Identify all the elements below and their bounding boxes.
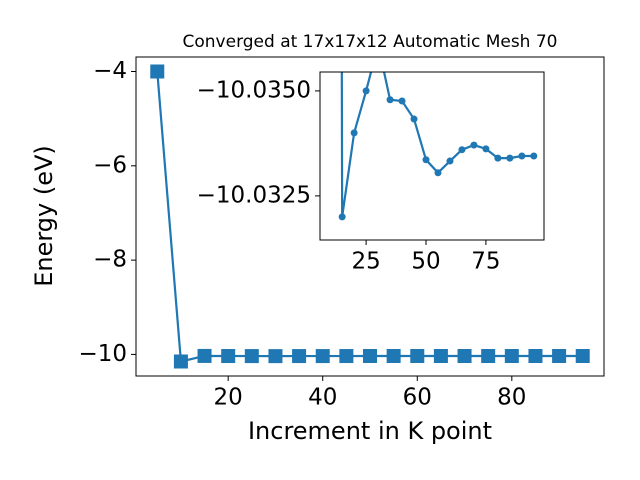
x-tick-label: 40: [308, 385, 337, 411]
marker: [362, 87, 370, 95]
marker: [575, 349, 590, 364]
chart-title: Converged at 17x17x12 Automatic Mesh 70: [183, 32, 558, 52]
marker: [410, 115, 418, 123]
y-tick-label: −6: [93, 152, 127, 178]
marker: [244, 349, 259, 364]
y-tick-label: −10.0350: [197, 77, 311, 103]
marker: [197, 348, 212, 363]
x-tick-label: 75: [471, 249, 500, 275]
marker: [504, 349, 519, 364]
marker: [363, 348, 377, 363]
marker: [173, 354, 188, 369]
marker: [386, 96, 394, 104]
marker: [434, 169, 442, 177]
marker: [398, 97, 406, 105]
marker: [506, 154, 514, 162]
x-axis-label: Increment in K point: [248, 417, 492, 445]
x-tick-label: 25: [351, 249, 380, 275]
y-tick-label: −8: [93, 247, 127, 273]
marker: [350, 129, 358, 137]
x-tick-label: 20: [214, 385, 243, 411]
marker: [482, 145, 490, 153]
y-tick-label: −4: [93, 58, 127, 84]
marker: [433, 349, 448, 364]
marker: [422, 156, 430, 164]
plot-area: [320, 72, 544, 240]
marker: [446, 157, 454, 165]
marker: [292, 349, 307, 364]
x-tick-label: 60: [403, 385, 432, 411]
marker: [268, 349, 283, 364]
marker: [221, 349, 236, 364]
marker: [552, 349, 567, 364]
marker: [315, 349, 330, 364]
axes-frame: [319, 71, 545, 241]
marker: [470, 141, 478, 149]
x-tick-label: 80: [497, 385, 526, 411]
plot: [150, 64, 590, 369]
marker: [339, 349, 354, 364]
marker: [386, 348, 401, 363]
axes-frame: [135, 56, 605, 377]
plot: [338, 72, 538, 221]
marker: [481, 349, 496, 364]
marker: [494, 154, 502, 162]
y-tick-label: −10: [78, 341, 127, 367]
marker: [530, 152, 538, 160]
y-axis-label: Energy (eV): [30, 145, 58, 287]
marker: [458, 146, 466, 154]
marker: [518, 152, 526, 160]
marker: [457, 349, 472, 364]
x-tick-label: 50: [411, 249, 440, 275]
marker: [338, 213, 346, 221]
axes: 25 50 75 −10.0325 −10.0350: [197, 71, 545, 275]
marker: [150, 64, 165, 79]
marker: [528, 349, 543, 364]
marker: [410, 348, 425, 363]
y-tick-label: −10.0325: [197, 182, 311, 208]
